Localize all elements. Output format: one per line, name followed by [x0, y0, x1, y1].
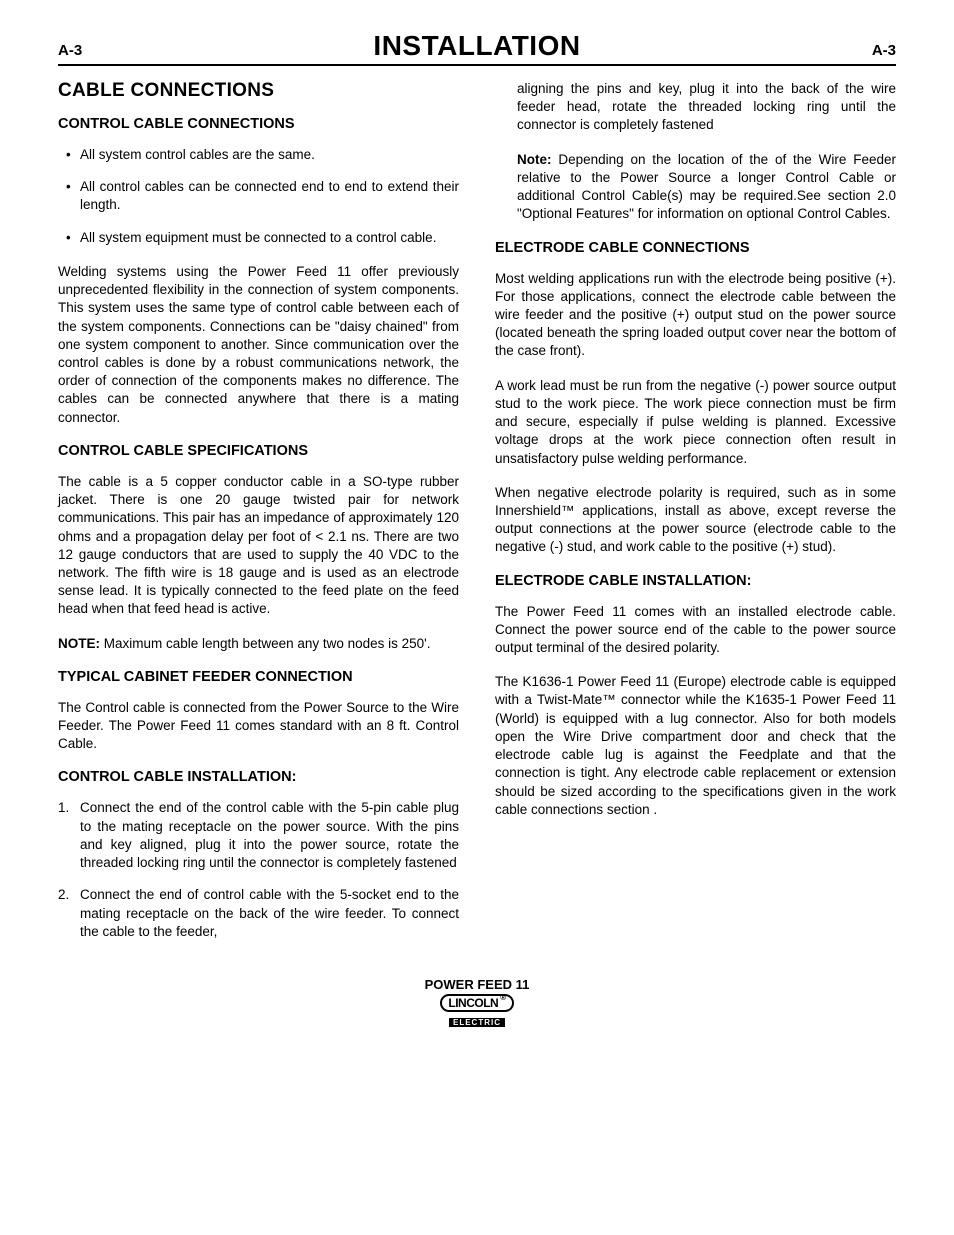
control-cable-bullets: All system control cables are the same. …	[66, 146, 459, 247]
logo-top-text: LINCOLN®	[440, 994, 513, 1012]
note-body: Depending on the location of the of the …	[517, 152, 896, 222]
header-title: INSTALLATION	[373, 30, 580, 62]
paragraph: The cable is a 5 copper conductor cable …	[58, 473, 459, 619]
logo-bottom-text: ELECTRIC	[449, 1018, 505, 1027]
subheading-typical-cabinet-feeder: TYPICAL CABINET FEEDER CONNECTION	[58, 669, 459, 685]
registered-mark: ®	[500, 993, 505, 1002]
note-body: Maximum cable length between any two nod…	[100, 636, 431, 651]
paragraph: The K1636-1 Power Feed 11 (Europe) elect…	[495, 673, 896, 819]
step-item: Connect the end of control cable with th…	[58, 886, 459, 941]
note-lead: Note:	[517, 152, 552, 167]
subheading-control-cable-installation: CONTROL CABLE INSTALLATION:	[58, 769, 459, 785]
note-lead: NOTE:	[58, 636, 100, 651]
subheading-electrode-cable-connections: ELECTRODE CABLE CONNECTIONS	[495, 240, 896, 256]
bullet-item: All system equipment must be connected t…	[66, 229, 459, 247]
content-columns: CABLE CONNECTIONS CONTROL CABLE CONNECTI…	[58, 80, 896, 957]
paragraph: The Power Feed 11 comes with an installe…	[495, 603, 896, 658]
continuation-paragraph: aligning the pins and key, plug it into …	[495, 80, 896, 135]
header-left: A-3	[58, 42, 82, 59]
left-column: CABLE CONNECTIONS CONTROL CABLE CONNECTI…	[58, 80, 459, 957]
paragraph: Most welding applications run with the e…	[495, 270, 896, 361]
bullet-item: All control cables can be connected end …	[66, 178, 459, 214]
subheading-electrode-cable-installation: ELECTRODE CABLE INSTALLATION:	[495, 573, 896, 589]
subheading-control-cable-connections: CONTROL CABLE CONNECTIONS	[58, 116, 459, 132]
lincoln-electric-logo: LINCOLN® ELECTRIC	[440, 994, 513, 1030]
paragraph: When negative electrode polarity is requ…	[495, 484, 896, 557]
subheading-control-cable-specs: CONTROL CABLE SPECIFICATIONS	[58, 443, 459, 459]
section-heading-cable-connections: CABLE CONNECTIONS	[58, 80, 459, 102]
bullet-item: All system control cables are the same.	[66, 146, 459, 164]
page-header: A-3 INSTALLATION A-3	[58, 30, 896, 66]
paragraph: Welding systems using the Power Feed 11 …	[58, 263, 459, 427]
page-footer: POWER FEED 11 LINCOLN® ELECTRIC	[58, 977, 896, 1030]
header-right: A-3	[872, 42, 896, 59]
note-paragraph: Note: Depending on the location of the o…	[495, 151, 896, 224]
right-column: aligning the pins and key, plug it into …	[495, 80, 896, 957]
paragraph: A work lead must be run from the negativ…	[495, 377, 896, 468]
install-steps: Connect the end of the control cable wit…	[58, 799, 459, 941]
step-item: Connect the end of the control cable wit…	[58, 799, 459, 872]
paragraph: The Control cable is connected from the …	[58, 699, 459, 754]
note-paragraph: NOTE: Maximum cable length between any t…	[58, 635, 459, 653]
footer-product-name: POWER FEED 11	[58, 977, 896, 992]
